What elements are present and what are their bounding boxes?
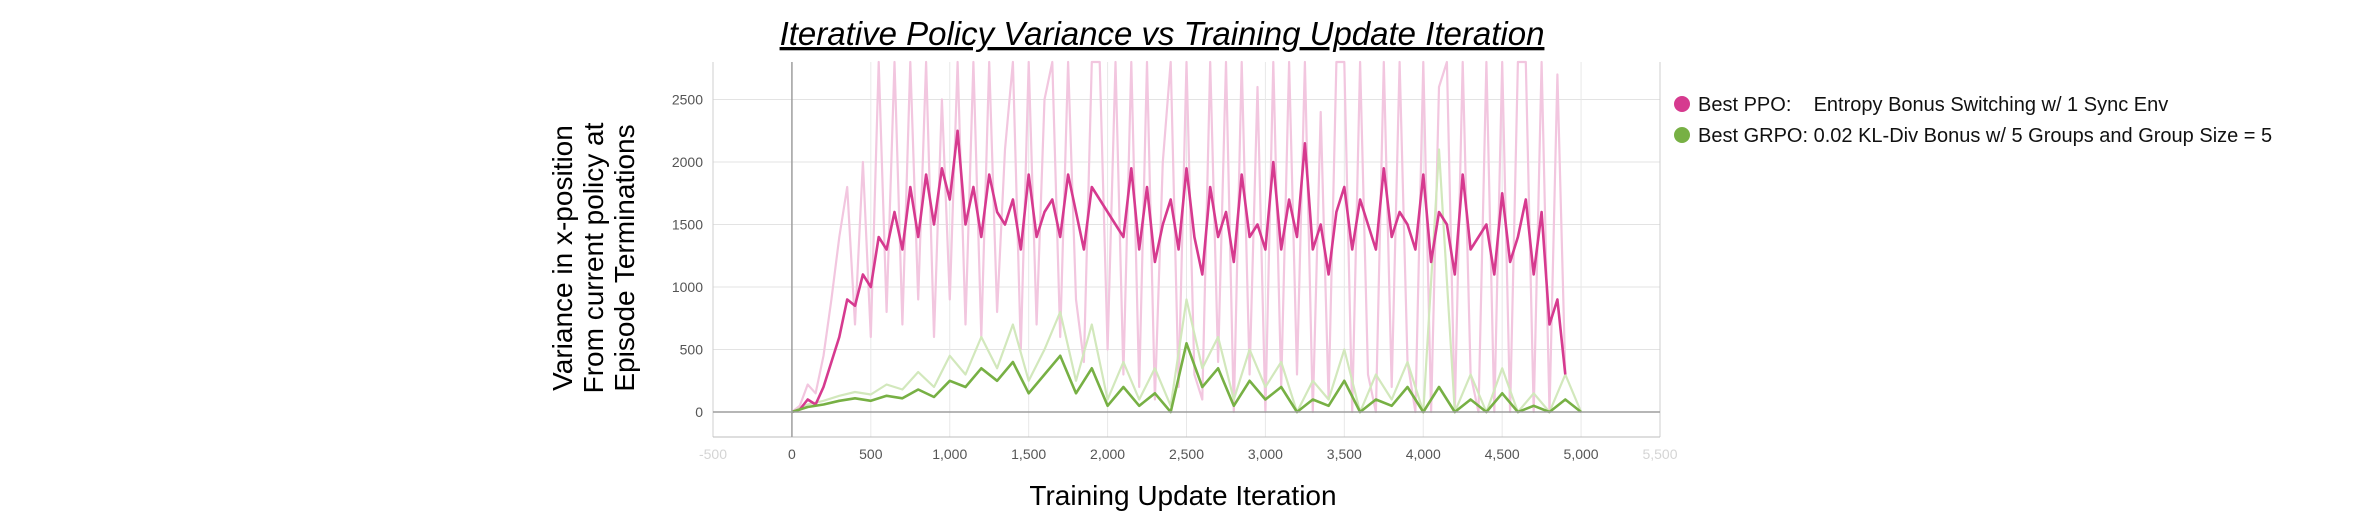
y-axis-title-line-1: Variance in x-position — [547, 125, 578, 391]
y-tick-label: 2500 — [672, 92, 703, 108]
series-smoothed-line-1 — [791, 342, 1582, 414]
legend-swatch-ppo — [1674, 96, 1690, 112]
y-tick-label: 0 — [695, 404, 703, 420]
x-tick-label: 0 — [788, 446, 796, 462]
x-axis-title: Training Update Iteration — [1029, 480, 1336, 511]
x-tick-label: 1,000 — [932, 446, 967, 462]
legend: Best PPO: Entropy Bonus Switching w/ 1 S… — [1674, 94, 2272, 147]
x-tick-label: 4,500 — [1485, 446, 1520, 462]
legend-label-ppo: Best PPO: Entropy Bonus Switching w/ 1 S… — [1698, 94, 2168, 116]
x-tick-label: 500 — [859, 446, 883, 462]
legend-item-grpo: Best GRPO: 0.02 KL-Div Bonus w/ 5 Groups… — [1674, 125, 2272, 147]
x-tick-label: 2,000 — [1090, 446, 1125, 462]
x-tick-label: 3,500 — [1327, 446, 1362, 462]
y-axis-title-line-3: Episode Terminations — [609, 124, 640, 391]
grid-lines — [712, 62, 1661, 437]
y-axis-title: Variance in x-position From current poli… — [547, 122, 640, 393]
y-tick-label: 500 — [680, 342, 704, 358]
series-raw-line-1 — [791, 148, 1583, 414]
chart-title: Iterative Policy Variance vs Training Up… — [780, 15, 1545, 52]
axes — [712, 62, 1661, 438]
x-tick-label: 5,500 — [1642, 446, 1677, 462]
zero-axes — [713, 62, 1660, 437]
y-tick-label: 2000 — [672, 154, 703, 170]
legend-label-grpo: Best GRPO: 0.02 KL-Div Bonus w/ 5 Groups… — [1698, 125, 2272, 147]
tick-labels: 0 500 1000 1500 2000 2500 -500 0 500 1,000 1,500 2,… — [672, 92, 1678, 463]
legend-item-ppo: Best PPO: Entropy Bonus Switching w/ 1 S… — [1674, 94, 2168, 116]
series-lines — [791, 60, 1583, 414]
series-smoothed-line-0 — [791, 129, 1567, 414]
x-tick-label: -500 — [699, 446, 727, 462]
x-tick-label: 4,000 — [1406, 446, 1441, 462]
x-tick-label: 5,000 — [1564, 446, 1599, 462]
x-tick-label: 3,000 — [1248, 446, 1283, 462]
y-tick-label: 1000 — [672, 279, 703, 295]
x-tick-label: 1,500 — [1011, 446, 1046, 462]
y-axis-title-line-2: From current policy at — [578, 122, 609, 393]
legend-swatch-grpo — [1674, 127, 1690, 143]
x-tick-label: 2,500 — [1169, 446, 1204, 462]
y-tick-label: 1500 — [672, 217, 703, 233]
